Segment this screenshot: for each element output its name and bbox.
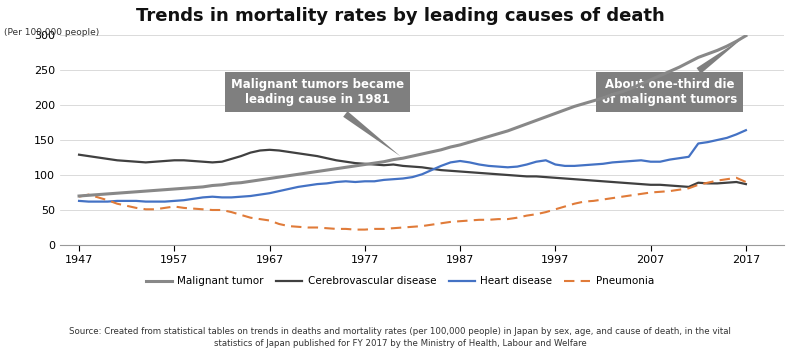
Text: About one-third die
of malignant tumors: About one-third die of malignant tumors xyxy=(602,37,744,106)
Legend: Malignant tumor, Cerebrovascular disease, Heart disease, Pneumonia: Malignant tumor, Cerebrovascular disease… xyxy=(142,272,658,290)
Text: Malignant tumors became
leading cause in 1981: Malignant tumors became leading cause in… xyxy=(230,78,404,156)
Text: Source: Created from statistical tables on trends in deaths and mortality rates : Source: Created from statistical tables … xyxy=(69,328,731,348)
Text: (Per 100,000 people): (Per 100,000 people) xyxy=(4,28,99,37)
Text: Trends in mortality rates by leading causes of death: Trends in mortality rates by leading cau… xyxy=(136,7,664,25)
